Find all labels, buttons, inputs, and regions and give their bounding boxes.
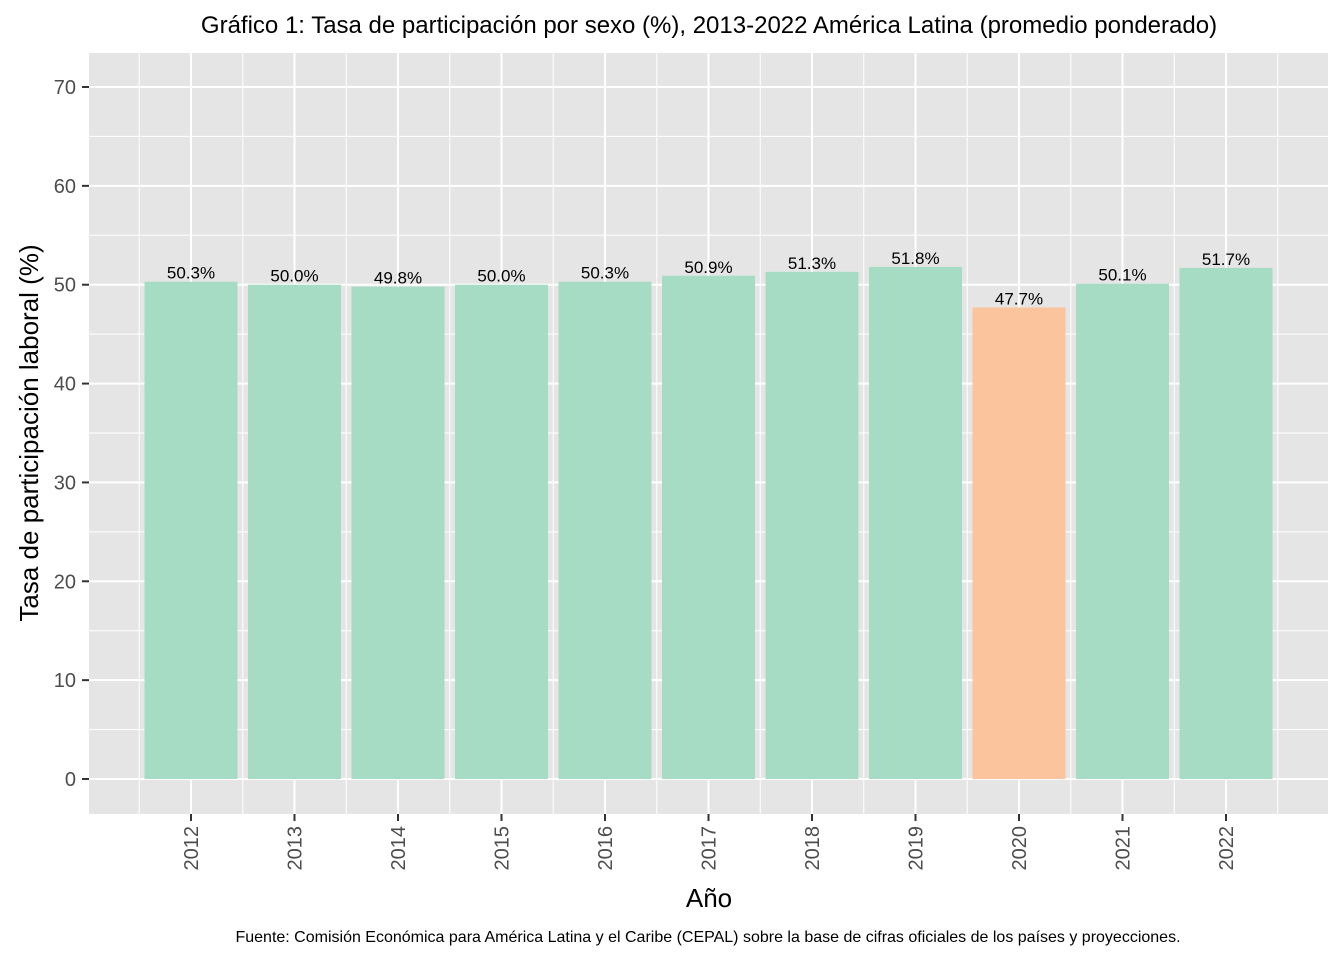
bar-value-label: 50.3% — [167, 264, 215, 283]
x-tick-label: 2022 — [1216, 826, 1238, 871]
source-caption: Fuente: Comisión Económica para América … — [235, 929, 1180, 946]
y-tick-label: 0 — [65, 769, 76, 791]
chart-title: Gráfico 1: Tasa de participación por sex… — [201, 12, 1217, 39]
y-axis: 0 10 20 30 40 50 60 70 — [54, 77, 89, 791]
x-tick-label: 2019 — [906, 826, 928, 871]
x-axis-title: Año — [686, 883, 732, 913]
y-tick-label: 60 — [54, 176, 76, 198]
x-tick-label: 2017 — [699, 826, 721, 871]
y-tick-label: 10 — [54, 670, 76, 692]
y-tick-label: 50 — [54, 275, 76, 297]
x-tick-label: 2013 — [285, 826, 307, 871]
bar-2012 — [144, 281, 238, 779]
x-axis: 2012 2013 2014 2015 2016 2017 2018 2019 2020 2021… — [181, 814, 1238, 871]
bar-value-label: 51.7% — [1202, 250, 1250, 269]
bar-value-label: 51.8% — [891, 249, 939, 268]
bars — [144, 266, 1273, 779]
bar-2016 — [558, 281, 652, 779]
bar-2021 — [1076, 283, 1169, 779]
bar-2015 — [455, 284, 548, 779]
y-tick-label: 30 — [54, 472, 76, 494]
bar-2013 — [248, 284, 341, 779]
y-tick-label: 70 — [54, 77, 76, 99]
x-tick-label: 2018 — [802, 826, 824, 871]
bar-value-label: 50.9% — [684, 258, 732, 277]
x-tick-label: 2012 — [181, 826, 203, 871]
x-tick-label: 2016 — [595, 826, 617, 871]
bar-2019 — [869, 266, 962, 779]
bar-2022 — [1179, 267, 1273, 779]
x-tick-label: 2021 — [1113, 826, 1135, 871]
bar-value-label: 49.8% — [374, 269, 422, 288]
bar-2020 — [972, 307, 1066, 779]
bar-2018 — [765, 271, 859, 779]
bar-2017 — [662, 275, 755, 779]
bar-value-labels: 50.3% 50.0% 49.8% 50.0% 50.3% 50.9% 51.3% 51.8%… — [167, 249, 1250, 309]
y-tick-label: 20 — [54, 571, 76, 593]
y-tick-label: 40 — [54, 374, 76, 396]
bar-value-label: 51.3% — [788, 254, 836, 273]
bar-value-label: 50.1% — [1098, 266, 1146, 285]
bar-value-label: 50.0% — [477, 267, 525, 286]
x-tick-label: 2015 — [492, 826, 514, 871]
bar-value-label: 50.0% — [270, 267, 318, 286]
y-axis-title: Tasa de participación laboral (%) — [14, 244, 44, 621]
bar-value-label: 50.3% — [581, 264, 629, 283]
bar-value-label: 47.7% — [995, 289, 1043, 308]
x-tick-label: 2020 — [1009, 826, 1031, 871]
bar-2014 — [351, 286, 445, 779]
x-tick-label: 2014 — [388, 826, 410, 871]
